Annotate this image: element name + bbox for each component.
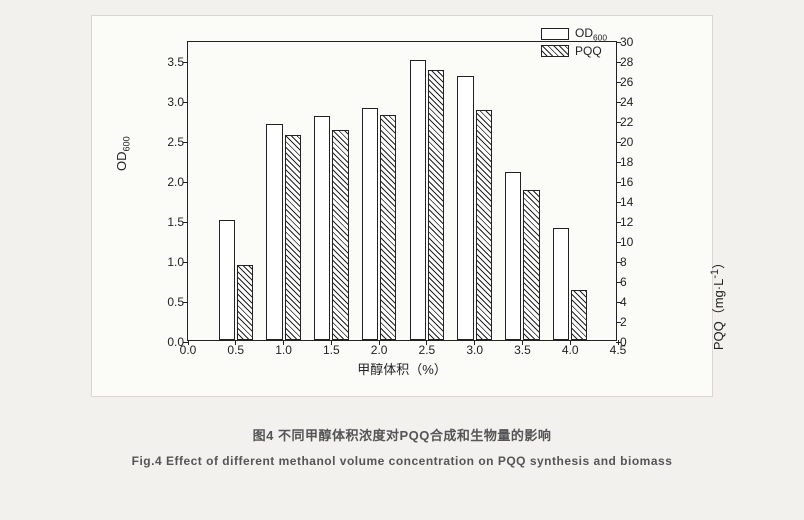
bar-pqq [380, 115, 396, 340]
bar-od600 [219, 220, 235, 340]
x-tick-label: 4.5 [603, 344, 633, 356]
y2-tick-label: 28 [620, 56, 648, 68]
legend-label-od600: OD600 [575, 26, 607, 42]
bar-pqq [476, 110, 492, 340]
x-tick-label: 0.0 [173, 344, 203, 356]
y1-tick-label: 1.0 [154, 256, 184, 268]
bar-od600 [362, 108, 378, 340]
y2-tick-label: 30 [620, 36, 648, 48]
legend-swatch-plain [541, 28, 569, 40]
x-tick-label: 2.0 [364, 344, 394, 356]
y1-tick-label: 3.0 [154, 96, 184, 108]
legend-swatch-hatched [541, 45, 569, 57]
y2-tick-label: 6 [620, 276, 648, 288]
bars-layer [188, 42, 616, 340]
bar-pqq [332, 130, 348, 340]
x-tick-label: 3.0 [460, 344, 490, 356]
x-tick-label: 3.5 [507, 344, 537, 356]
x-tick-label: 1.5 [316, 344, 346, 356]
x-tick-label: 4.0 [555, 344, 585, 356]
x-tick-label: 1.0 [269, 344, 299, 356]
bar-od600 [553, 228, 569, 340]
bar-od600 [314, 116, 330, 340]
bar-pqq [428, 70, 444, 340]
bar-pqq [237, 265, 253, 340]
chart-container: 0.00.51.01.52.02.53.03.50246810121416182… [91, 15, 713, 397]
y2-tick-label: 16 [620, 176, 648, 188]
caption-en: Fig.4 Effect of different methanol volum… [0, 454, 804, 468]
y2-tick-label: 12 [620, 216, 648, 228]
plot-area: 0.00.51.01.52.02.53.03.50246810121416182… [187, 41, 617, 341]
caption-zh: 图4 不同甲醇体积浓度对PQQ合成和生物量的影响 [0, 425, 804, 444]
y2-tick-label: 14 [620, 196, 648, 208]
y2-tick-label: 22 [620, 116, 648, 128]
y2-tick-label: 4 [620, 296, 648, 308]
legend-row-od600: OD600 [541, 26, 607, 42]
y2-tick-label: 8 [620, 256, 648, 268]
bar-pqq [285, 135, 301, 340]
x-tick-label: 2.5 [412, 344, 442, 356]
y1-tick-label: 2.5 [154, 136, 184, 148]
y2-tick-label: 24 [620, 96, 648, 108]
y1-tick-label: 3.5 [154, 56, 184, 68]
x-tick-label: 0.5 [221, 344, 251, 356]
legend-row-pqq: PQQ [541, 44, 607, 58]
x-axis-label: 甲醇体积（%） [92, 359, 712, 378]
legend: OD600 PQQ [541, 26, 607, 60]
bar-od600 [457, 76, 473, 340]
legend-label-pqq: PQQ [575, 44, 602, 58]
y2-tick-label: 26 [620, 76, 648, 88]
bar-od600 [505, 172, 521, 340]
y1-axis-label: OD600 [114, 136, 132, 171]
y2-tick-label: 18 [620, 156, 648, 168]
bar-od600 [266, 124, 282, 340]
y2-tick-label: 2 [620, 316, 648, 328]
bar-pqq [523, 190, 539, 340]
bar-pqq [571, 290, 587, 340]
y2-tick-label: 20 [620, 136, 648, 148]
y1-tick-label: 2.0 [154, 176, 184, 188]
y2-tick-label: 10 [620, 236, 648, 248]
y1-tick-label: 0.5 [154, 296, 184, 308]
y1-tick-label: 1.5 [154, 216, 184, 228]
y2-axis-label: PQQ（mg·L-1） [708, 256, 727, 350]
bar-od600 [410, 60, 426, 340]
